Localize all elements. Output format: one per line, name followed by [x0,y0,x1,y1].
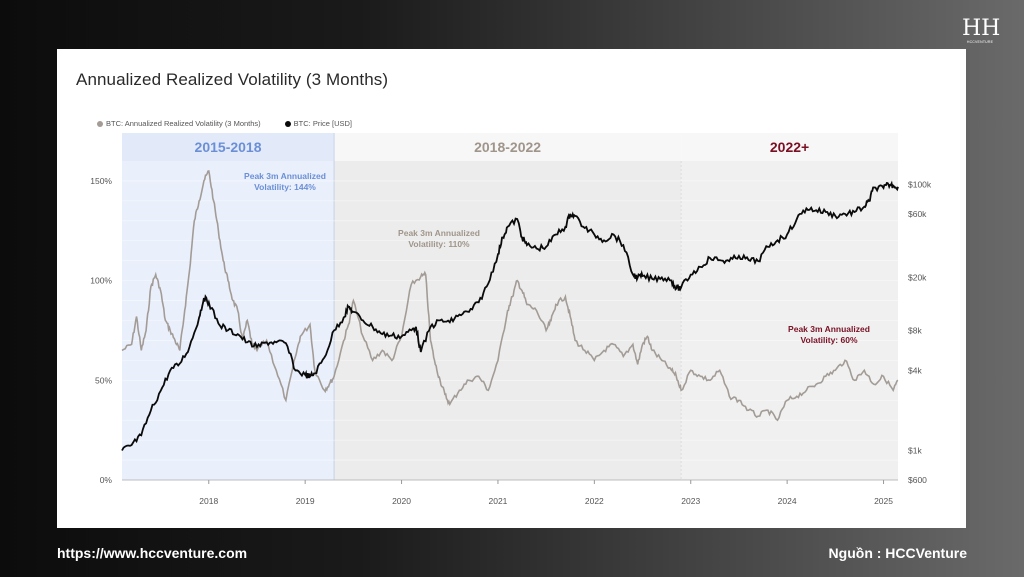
x-tick-label: 2019 [296,496,315,506]
volatility-series-line [121,170,899,422]
y-right-ticks: $600 $1k $4k $8k $20k $60k $100k [908,179,932,485]
x-ticks: 2018 2019 2020 2021 2022 2023 2024 2025 [199,480,893,506]
y-right-tick-label: $100k [908,179,932,189]
price-series-line [121,180,899,451]
era-label-0: 2015-2018 [195,139,262,155]
annotation-line1: Peak 3m Annualized [788,324,870,334]
annotation-line2: Volatility: 60% [801,335,858,345]
annotation-line1: Peak 3m Annualized [398,228,480,238]
footer-source: Nguồn : HCCVenture [828,545,967,561]
chart-title: Annualized Realized Volatility (3 Months… [76,70,389,89]
legend-entry-price[interactable]: BTC: Price [USD] [284,119,353,128]
y-right-tick-label: $60k [908,209,927,219]
era-label-2: 2022+ [770,139,809,155]
y-left-tick-label: 0% [100,475,113,485]
annotation-line2: Volatility: 110% [408,239,470,249]
legend-entry-volatility[interactable]: BTC: Annualized Realized Volatility (3 M… [97,119,261,128]
y-left-tick-label: 50% [95,375,112,385]
era-labels: 2015-2018 2018-2022 2022+ [195,139,810,155]
x-tick-label: 2025 [874,496,893,506]
grid-lines [122,180,898,461]
x-tick-label: 2023 [681,496,700,506]
era-header-2 [681,133,898,161]
chart-card: Annualized Realized Volatility (3 Months… [57,49,966,528]
y-right-tick-label: $8k [908,325,922,335]
chart-svg: 2015-2018 2018-2022 2022+ 0% 50% 100% 150% $6… [90,133,932,506]
legend-label-price: BTC: Price [USD] [293,119,353,128]
era-header-0 [122,133,335,161]
logo-text: HCCVENTURE [966,40,994,44]
era-label-1: 2018-2022 [474,139,541,155]
era-header-1 [334,133,682,161]
y-right-tick-label: $1k [908,445,922,455]
y-right-tick-label: $20k [908,272,927,282]
x-tick-label: 2021 [488,496,507,506]
brand-logo: HH HCCVENTURE [962,16,1001,48]
logo-glyph: HH [962,16,1001,41]
annotation-line1: Peak 3m Annualized [244,171,326,181]
x-tick-label: 2024 [778,496,797,506]
y-left-tick-label: 150% [90,176,112,186]
legend-dot-price [284,121,291,128]
chart-legend: BTC: Annualized Realized Volatility (3 M… [97,119,352,128]
y-right-tick-label: $4k [908,365,922,375]
y-left-tick-label: 100% [90,276,112,286]
y-left-ticks: 0% 50% 100% 150% [90,176,112,485]
annotation-line2: Volatility: 144% [254,182,316,192]
x-tick-label: 2018 [199,496,218,506]
x-tick-label: 2020 [392,496,411,506]
legend-label-volatility: BTC: Annualized Realized Volatility (3 M… [106,119,261,128]
x-tick-label: 2022 [585,496,604,506]
legend-dot-volatility [97,121,103,128]
y-right-tick-label: $600 [908,475,927,485]
era-backgrounds [122,133,898,481]
footer-url[interactable]: https://www.hccventure.com [57,545,248,561]
